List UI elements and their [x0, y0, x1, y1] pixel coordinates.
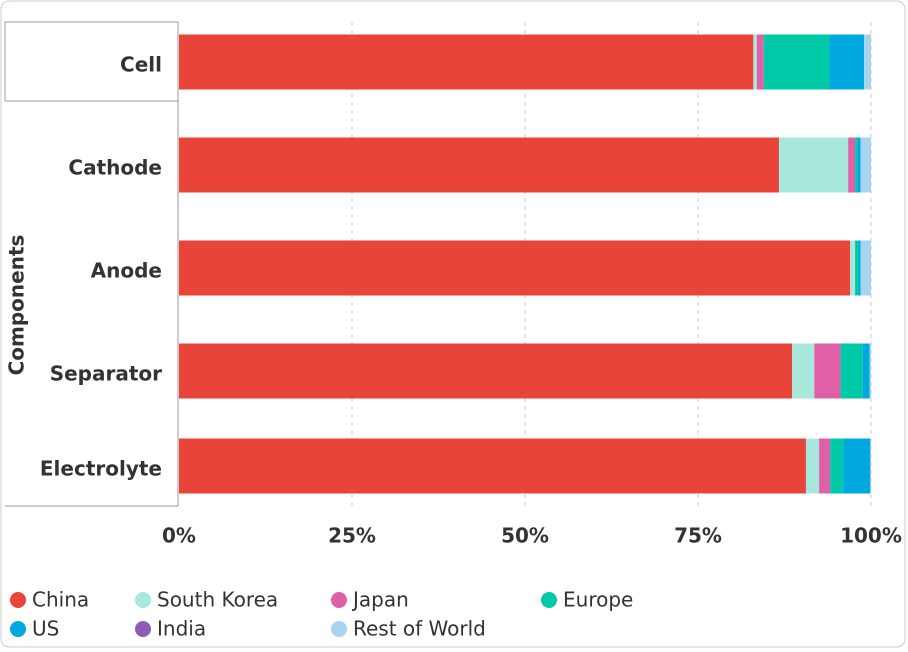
bar-segment — [858, 240, 861, 296]
bar-segment — [850, 240, 856, 296]
bar-segment — [179, 240, 851, 296]
bar-segment — [778, 137, 849, 193]
bar-segment — [860, 240, 871, 296]
bar-segment — [869, 343, 871, 399]
bar-segment — [763, 34, 830, 90]
bar-segment — [829, 34, 865, 90]
y-tick-label: Anode — [91, 259, 162, 283]
y-tick-label: Cell — [120, 53, 162, 77]
bar-segment — [805, 438, 820, 494]
y-tick-label: Electrolyte — [40, 457, 162, 481]
legend-label: China — [32, 588, 89, 612]
bar-segment — [830, 438, 844, 494]
x-tick-label: 50% — [501, 524, 549, 548]
x-tick-label: 100% — [840, 524, 902, 548]
legend-marker — [541, 592, 557, 608]
bar-segment — [870, 438, 871, 494]
bar-segment — [857, 137, 861, 193]
x-tick-label: 75% — [674, 524, 722, 548]
legend-label: India — [157, 617, 206, 641]
bar-segment — [843, 438, 871, 494]
bar-segment — [864, 34, 871, 90]
legend-marker — [135, 592, 151, 608]
y-axis-title: Components — [5, 235, 29, 376]
x-tick-label: 0% — [162, 524, 196, 548]
legend-label: US — [32, 617, 59, 641]
bar-segment — [179, 343, 793, 399]
legend-marker — [331, 592, 347, 608]
bar-segment — [756, 34, 764, 90]
bar-segment — [860, 137, 871, 193]
bar-segment — [848, 137, 856, 193]
legend-label: Rest of World — [353, 617, 486, 641]
bar-segment — [855, 240, 859, 296]
legend-marker — [135, 621, 151, 637]
bar-segment — [753, 34, 757, 90]
legend-marker — [331, 621, 347, 637]
bar-segment — [814, 343, 841, 399]
y-tick-label: Cathode — [68, 156, 162, 180]
legend-marker — [10, 592, 26, 608]
x-tick-label: 25% — [328, 524, 376, 548]
bar-segment — [179, 137, 779, 193]
bar-segment — [179, 438, 806, 494]
bar-segment — [840, 343, 863, 399]
bar-segment — [179, 34, 754, 90]
legend-label: Europe — [563, 588, 633, 612]
y-tick-label: Separator — [50, 362, 162, 386]
legend-marker — [10, 621, 26, 637]
bar-segment — [819, 438, 831, 494]
legend-label: South Korea — [157, 588, 278, 612]
bar-segment — [855, 137, 858, 193]
legend-label: Japan — [351, 588, 409, 612]
bar-segment — [862, 343, 870, 399]
bar-segment — [792, 343, 815, 399]
